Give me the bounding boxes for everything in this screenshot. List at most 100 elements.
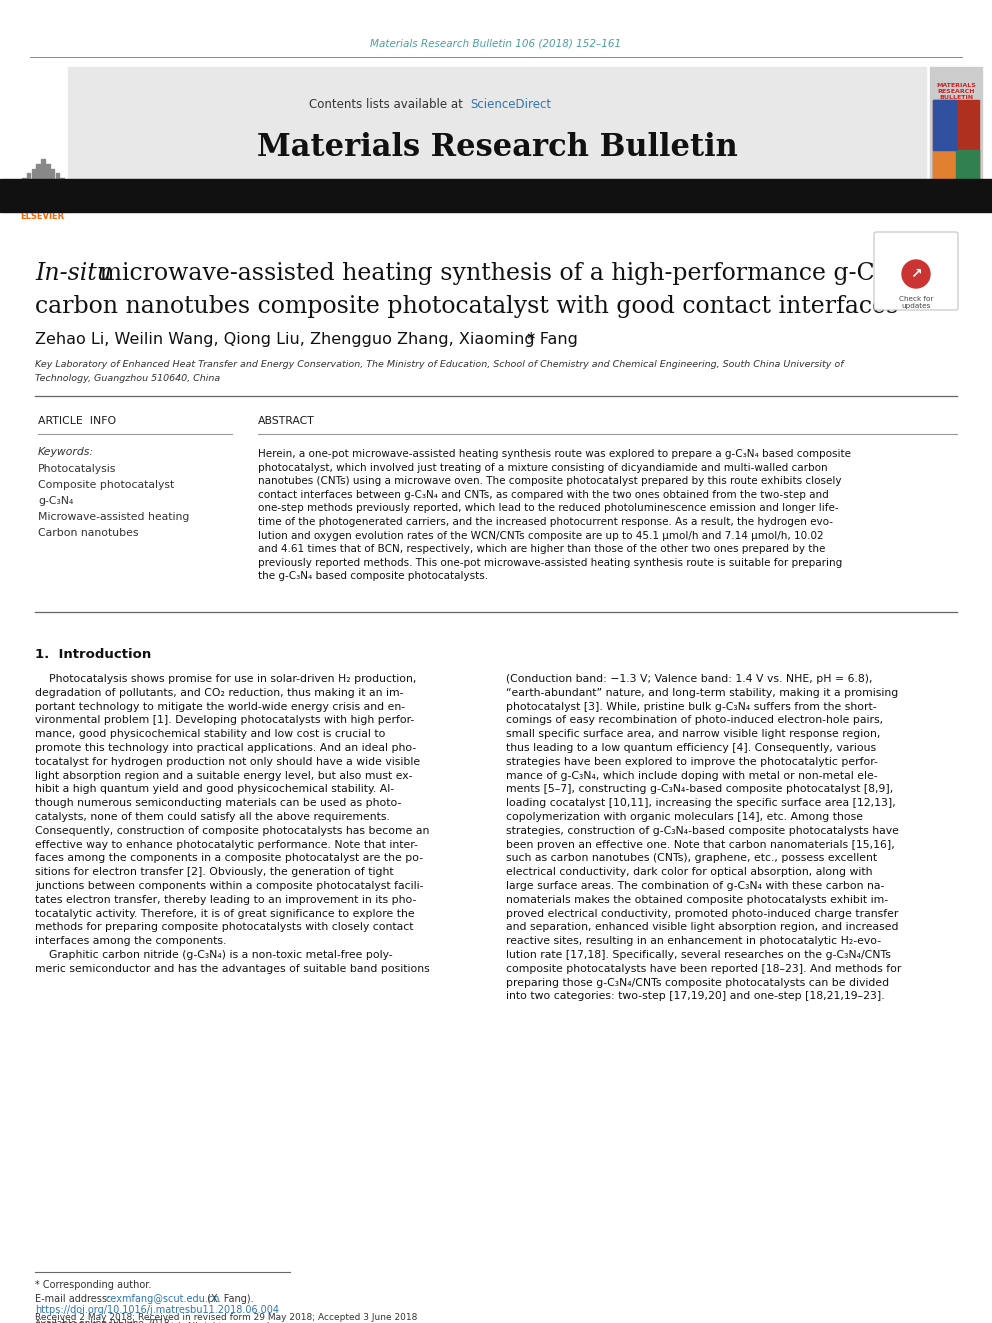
Text: Received 2 May 2018; Received in revised form 29 May 2018; Accepted 3 June 2018: Received 2 May 2018; Received in revised…: [35, 1312, 418, 1322]
Bar: [42, 159, 45, 206]
Text: ments [5–7], constructing g-C₃N₄-based composite photocatalyst [8,9],: ments [5–7], constructing g-C₃N₄-based c…: [506, 785, 893, 794]
Text: carbon nanotubes composite photocatalyst with good contact interfaces: carbon nanotubes composite photocatalyst…: [35, 295, 898, 318]
Text: www.elsevier.com/locate/matresbu: www.elsevier.com/locate/matresbu: [435, 179, 642, 192]
Text: methods for preparing composite photocatalysts with closely contact: methods for preparing composite photocat…: [35, 922, 414, 933]
Text: Key Laboratory of Enhanced Heat Transfer and Energy Conservation, The Ministry o: Key Laboratory of Enhanced Heat Transfer…: [35, 360, 843, 369]
Bar: [18, 67, 66, 206]
Text: Contents lists available at: Contents lists available at: [309, 98, 470, 111]
Bar: [933, 101, 979, 200]
Text: photocatalyst, which involved just treating of a mixture consisting of dicyandia: photocatalyst, which involved just treat…: [258, 463, 827, 472]
Bar: [27, 173, 31, 206]
Text: sitions for electron transfer [2]. Obviously, the generation of tight: sitions for electron transfer [2]. Obvio…: [35, 867, 394, 877]
Text: and 4.61 times that of BCN, respectively, which are higher than those of the oth: and 4.61 times that of BCN, respectively…: [258, 544, 825, 554]
Text: and separation, enhanced visible light absorption region, and increased: and separation, enhanced visible light a…: [506, 922, 899, 933]
Bar: [930, 67, 982, 205]
Bar: [933, 149, 956, 200]
Text: such as carbon nanotubes (CNTs), graphene, etc., possess excellent: such as carbon nanotubes (CNTs), graphen…: [506, 853, 877, 864]
Text: Photocatalysis: Photocatalysis: [38, 464, 116, 474]
Text: nomaterials makes the obtained composite photocatalysts exhibit im-: nomaterials makes the obtained composite…: [506, 894, 888, 905]
Text: microwave-assisted heating synthesis of a high-performance g-C₃N₄/: microwave-assisted heating synthesis of …: [92, 262, 923, 284]
Text: hibit a high quantum yield and good physicochemical stability. Al-: hibit a high quantum yield and good phys…: [35, 785, 394, 794]
Text: Materials Research Bulletin: Materials Research Bulletin: [257, 131, 737, 163]
Text: tates electron transfer, thereby leading to an improvement in its pho-: tates electron transfer, thereby leading…: [35, 894, 417, 905]
Text: journal homepage:: journal homepage:: [316, 179, 435, 192]
Text: reactive sites, resulting in an enhancement in photocatalytic H₂-evo-: reactive sites, resulting in an enhancem…: [506, 937, 881, 946]
Text: faces among the components in a composite photocatalyst are the po-: faces among the components in a composit…: [35, 853, 424, 864]
Text: loading cocatalyst [10,11], increasing the specific surface area [12,13],: loading cocatalyst [10,11], increasing t…: [506, 798, 896, 808]
Text: into two categories: two-step [17,19,20] and one-step [18,21,19–23].: into two categories: two-step [17,19,20]…: [506, 991, 885, 1002]
Text: (Conduction band: −1.3 V; Valence band: 1.4 V vs. NHE, pH = 6.8),: (Conduction band: −1.3 V; Valence band: …: [506, 673, 873, 684]
Text: previously reported methods. This one-pot microwave-assisted heating synthesis r: previously reported methods. This one-po…: [258, 558, 842, 568]
Text: ↗: ↗: [911, 267, 922, 280]
Text: Photocatalysis shows promise for use in solar-driven H₂ production,: Photocatalysis shows promise for use in …: [35, 673, 417, 684]
Text: tocatalyst for hydrogen production not only should have a wide visible: tocatalyst for hydrogen production not o…: [35, 757, 421, 767]
Text: Zehao Li, Weilin Wang, Qiong Liu, Zhengguo Zhang, Xiaoming Fang: Zehao Li, Weilin Wang, Qiong Liu, Zhengg…: [35, 332, 578, 347]
Text: one-step methods previously reported, which lead to the reduced photoluminescenc: one-step methods previously reported, wh…: [258, 503, 838, 513]
Bar: [933, 101, 956, 149]
Text: Herein, a one-pot microwave-assisted heating synthesis route was explored to pre: Herein, a one-pot microwave-assisted hea…: [258, 448, 851, 459]
Text: degradation of pollutants, and CO₂ reduction, thus making it an im-: degradation of pollutants, and CO₂ reduc…: [35, 688, 404, 697]
Bar: [956, 149, 979, 200]
Text: In-situ: In-situ: [35, 262, 112, 284]
Text: tocatalytic activity. Therefore, it is of great significance to explore the: tocatalytic activity. Therefore, it is o…: [35, 909, 415, 918]
Text: Keywords:: Keywords:: [38, 447, 94, 456]
Bar: [32, 168, 35, 206]
Text: Technology, Guangzhou 510640, China: Technology, Guangzhou 510640, China: [35, 374, 220, 382]
Text: Microwave-assisted heating: Microwave-assisted heating: [38, 512, 189, 523]
Text: promote this technology into practical applications. And an ideal pho-: promote this technology into practical a…: [35, 744, 417, 753]
Text: small specific surface area, and narrow visible light response region,: small specific surface area, and narrow …: [506, 729, 880, 740]
Text: * Corresponding author.: * Corresponding author.: [35, 1279, 152, 1290]
Text: junctions between components within a composite photocatalyst facili-: junctions between components within a co…: [35, 881, 424, 890]
Text: Check for
updates: Check for updates: [899, 296, 933, 310]
Text: comings of easy recombination of photo-induced electron-hole pairs,: comings of easy recombination of photo-i…: [506, 716, 883, 725]
Bar: [51, 168, 55, 206]
Bar: [22, 179, 26, 206]
Text: thus leading to a low quantum efficiency [4]. Consequently, various: thus leading to a low quantum efficiency…: [506, 744, 876, 753]
Text: “earth-abundant” nature, and long-term stability, making it a promising: “earth-abundant” nature, and long-term s…: [506, 688, 898, 697]
Text: g-C₃N₄: g-C₃N₄: [38, 496, 73, 505]
Circle shape: [902, 261, 930, 288]
Bar: [56, 173, 60, 206]
Text: nanotubes (CNTs) using a microwave oven. The composite photocatalyst prepared by: nanotubes (CNTs) using a microwave oven.…: [258, 476, 841, 486]
Text: Materials Research Bulletin 106 (2018) 152–161: Materials Research Bulletin 106 (2018) 1…: [370, 38, 622, 48]
Text: preparing those g-C₃N₄/CNTs composite photocatalysts can be divided: preparing those g-C₃N₄/CNTs composite ph…: [506, 978, 889, 987]
Text: Composite photocatalyst: Composite photocatalyst: [38, 480, 175, 490]
Text: been proven an effective one. Note that carbon nanomaterials [15,16],: been proven an effective one. Note that …: [506, 840, 895, 849]
Text: ARTICLE  INFO: ARTICLE INFO: [38, 415, 116, 426]
Text: proved electrical conductivity, promoted photo-induced charge transfer: proved electrical conductivity, promoted…: [506, 909, 899, 918]
Text: mance of g-C₃N₄, which include doping with metal or non-metal ele-: mance of g-C₃N₄, which include doping wi…: [506, 770, 878, 781]
Text: https://doi.org/10.1016/j.matresbu11.2018.06.004: https://doi.org/10.1016/j.matresbu11.201…: [35, 1304, 279, 1315]
Text: ELSEVIER: ELSEVIER: [20, 212, 64, 221]
Text: Available online 04 June 2018: Available online 04 June 2018: [35, 1319, 170, 1323]
Text: portant technology to mitigate the world-wide energy crisis and en-: portant technology to mitigate the world…: [35, 701, 405, 712]
Text: E-mail address:: E-mail address:: [35, 1294, 113, 1304]
Text: time of the photogenerated carriers, and the increased photocurrent response. As: time of the photogenerated carriers, and…: [258, 517, 833, 527]
Text: Consequently, construction of composite photocatalysts has become an: Consequently, construction of composite …: [35, 826, 430, 836]
Text: mance, good physicochemical stability and low cost is crucial to: mance, good physicochemical stability an…: [35, 729, 385, 740]
Text: 1.  Introduction: 1. Introduction: [35, 648, 151, 662]
Text: strategies have been explored to improve the photocatalytic perfor-: strategies have been explored to improve…: [506, 757, 878, 767]
Text: ∗: ∗: [525, 329, 536, 343]
Bar: [61, 179, 63, 206]
Text: contact interfaces between g-C₃N₄ and CNTs, as compared with the two ones obtain: contact interfaces between g-C₃N₄ and CN…: [258, 490, 828, 500]
Text: large surface areas. The combination of g-C₃N₄ with these carbon na-: large surface areas. The combination of …: [506, 881, 885, 890]
Text: catalysts, none of them could satisfy all the above requirements.: catalysts, none of them could satisfy al…: [35, 812, 390, 822]
Text: effective way to enhance photocatalytic performance. Note that inter-: effective way to enhance photocatalytic …: [35, 840, 418, 849]
Text: interfaces among the components.: interfaces among the components.: [35, 937, 226, 946]
Text: composite photocatalysts have been reported [18–23]. And methods for: composite photocatalysts have been repor…: [506, 963, 902, 974]
Text: lution rate [17,18]. Specifically, several researches on the g-C₃N₄/CNTs: lution rate [17,18]. Specifically, sever…: [506, 950, 891, 960]
Text: photocatalyst [3]. While, pristine bulk g-C₃N₄ suffers from the short-: photocatalyst [3]. While, pristine bulk …: [506, 701, 877, 712]
Text: vironmental problem [1]. Developing photocatalysts with high perfor-: vironmental problem [1]. Developing phot…: [35, 716, 415, 725]
Text: ScienceDirect: ScienceDirect: [470, 98, 552, 111]
Text: MATERIALS
RESEARCH
BULLETIN: MATERIALS RESEARCH BULLETIN: [936, 83, 976, 99]
FancyBboxPatch shape: [874, 232, 958, 310]
Text: cexmfang@scut.edu.cn: cexmfang@scut.edu.cn: [106, 1294, 220, 1304]
Text: electrical conductivity, dark color for optical absorption, along with: electrical conductivity, dark color for …: [506, 867, 873, 877]
Text: lution and oxygen evolution rates of the WCN/CNTs composite are up to 45.1 μmol/: lution and oxygen evolution rates of the…: [258, 531, 823, 541]
Text: though numerous semiconducting materials can be used as photo-: though numerous semiconducting materials…: [35, 798, 402, 808]
Text: ABSTRACT: ABSTRACT: [258, 415, 314, 426]
Text: meric semiconductor and has the advantages of suitable band positions: meric semiconductor and has the advantag…: [35, 963, 430, 974]
Bar: [0, 179, 992, 212]
Text: (X. Fang).: (X. Fang).: [204, 1294, 254, 1304]
Text: copolymerization with organic moleculars [14], etc. Among those: copolymerization with organic moleculars…: [506, 812, 863, 822]
